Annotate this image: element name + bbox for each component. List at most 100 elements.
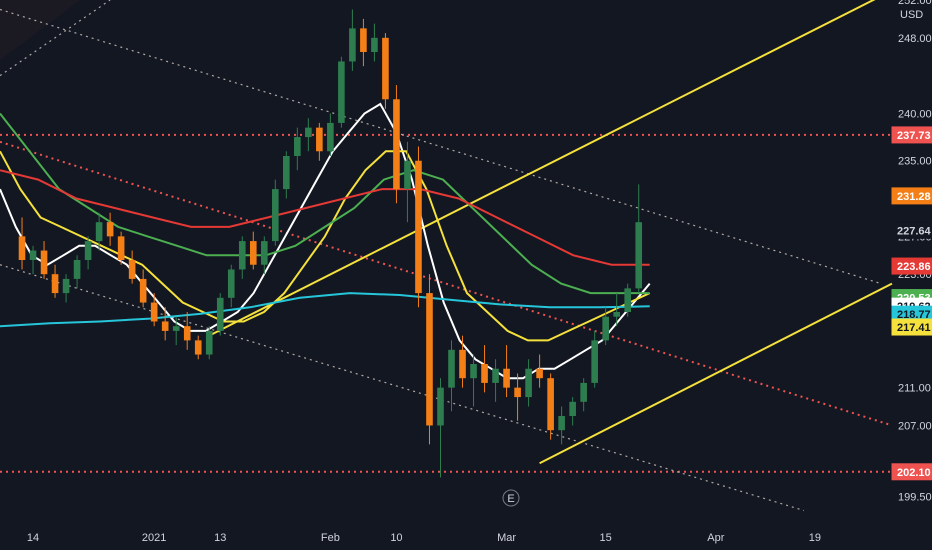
y-tick-label: 199.50 <box>898 491 932 503</box>
candle-body <box>437 387 444 426</box>
candle-body <box>227 269 235 298</box>
sma-line-yellow <box>0 150 651 342</box>
y-tick-label: 211.00 <box>898 383 931 395</box>
candle-body <box>95 222 103 242</box>
candle-body <box>558 416 565 431</box>
candle-body <box>382 37 389 100</box>
candle-body <box>305 127 312 138</box>
x-tick-label: 15 <box>600 532 612 544</box>
candle-body <box>117 236 125 260</box>
candle-body <box>106 222 114 237</box>
earnings-marker-label[interactable]: E <box>507 493 514 505</box>
event-markers[interactable]: E <box>502 489 520 507</box>
x-tick-label: 14 <box>27 532 39 544</box>
price-badge-bg <box>891 187 932 205</box>
candle-body <box>51 274 59 294</box>
x-tick-label: Feb <box>321 532 340 544</box>
y-tick-label: 252.00 <box>898 0 932 7</box>
candle-body <box>216 297 224 331</box>
candle-body <box>29 250 37 260</box>
candle-body <box>161 321 169 331</box>
price-badges: 237.73231.28227.64223.86220.53219.62218.… <box>891 126 932 481</box>
x-tick-label: Mar <box>497 532 516 544</box>
candle-body <box>73 260 81 279</box>
earnings-marker-circle[interactable] <box>502 489 520 507</box>
candle-body <box>371 37 378 52</box>
sma-line-red <box>0 169 650 266</box>
candle-body <box>260 241 268 265</box>
moving-averages <box>0 102 651 380</box>
y-tick-label: 207.00 <box>898 420 932 432</box>
y-tick-label: 235.00 <box>898 156 932 168</box>
y-tick-label: 248.00 <box>898 33 932 45</box>
candle-body <box>139 278 147 303</box>
price-badge-bg <box>891 463 932 481</box>
candle-body <box>128 260 136 279</box>
candle-body <box>503 368 510 388</box>
candle-body <box>360 28 367 52</box>
price-badge-label: 202.10 <box>897 467 931 479</box>
candle-body <box>18 236 26 260</box>
candle-body <box>338 61 345 123</box>
candle-body <box>40 250 48 275</box>
candle-body <box>624 288 632 312</box>
price-badge-label: 217.41 <box>897 322 931 334</box>
candle-body <box>283 156 290 190</box>
price-badge-bg <box>891 126 932 144</box>
candle-body <box>62 278 70 294</box>
price-badge-bg <box>891 221 932 239</box>
candle-body <box>602 316 609 341</box>
grid-layer <box>0 0 80 60</box>
candle-body <box>492 368 499 383</box>
candle-body <box>536 368 543 379</box>
price-badge-label: 231.28 <box>897 191 931 203</box>
shade-region <box>0 0 80 60</box>
candle-body <box>415 160 422 294</box>
currency-button[interactable]: USD <box>898 9 926 21</box>
candle-body <box>249 241 257 265</box>
candle-body <box>294 137 301 156</box>
candle-body <box>172 326 180 331</box>
price-badge-label: 223.86 <box>897 261 931 273</box>
candle-body <box>404 160 411 190</box>
price-badge-bg <box>891 318 932 336</box>
candle-body <box>580 382 587 402</box>
candle-body <box>481 364 488 383</box>
sma-line-white <box>0 102 651 380</box>
price-badge-label: 227.64 <box>897 225 932 237</box>
candle-body <box>393 99 400 190</box>
channel-upper-line <box>0 8 882 285</box>
trendline-upper <box>208 0 876 337</box>
axes: 199.50202.00207.00211.00219.00223.00227.… <box>27 0 932 544</box>
channel-outer-line <box>0 0 111 77</box>
candle-body <box>183 326 191 341</box>
candle-body <box>272 189 279 242</box>
x-tick-label: 19 <box>809 532 821 544</box>
candle-body <box>514 387 521 398</box>
x-tick-label: 10 <box>390 532 402 544</box>
candle-body <box>569 401 576 416</box>
candle-body <box>205 330 213 355</box>
candle-body <box>459 349 466 379</box>
candle-body <box>349 28 356 62</box>
channel-mid-line <box>0 140 893 427</box>
sma-line-teal <box>0 292 650 328</box>
x-tick-label: Apr <box>707 532 724 544</box>
candle-body <box>525 368 532 398</box>
x-tick-label: 2021 <box>142 532 166 544</box>
candle-body <box>591 340 598 383</box>
candles <box>18 9 643 478</box>
candle-body <box>448 349 455 388</box>
sma-line-green <box>0 112 650 295</box>
channel-lower-line <box>0 264 805 512</box>
candle-body <box>150 302 158 322</box>
candle-body <box>84 241 92 260</box>
trendline-lower <box>539 282 893 465</box>
candle-body <box>316 127 323 152</box>
candle-body <box>327 122 334 152</box>
candle-body <box>426 293 433 426</box>
y-tick-label: 240.00 <box>898 108 932 120</box>
candle-body <box>470 364 477 379</box>
